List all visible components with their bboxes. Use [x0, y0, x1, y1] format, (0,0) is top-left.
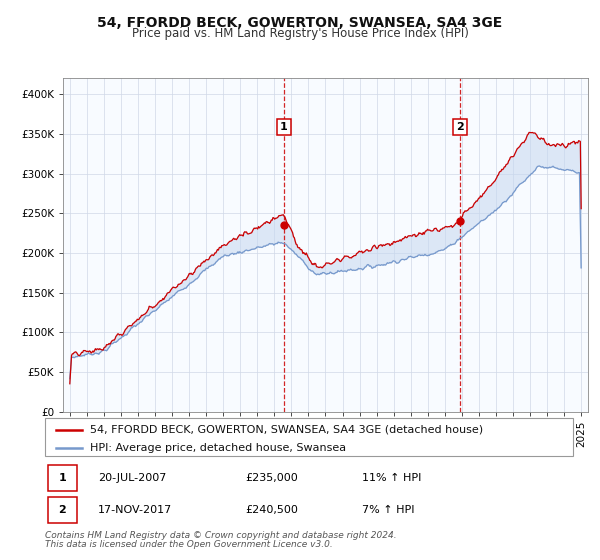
Text: 2: 2 — [456, 122, 464, 132]
Text: 54, FFORDD BECK, GOWERTON, SWANSEA, SA4 3GE (detached house): 54, FFORDD BECK, GOWERTON, SWANSEA, SA4 … — [90, 424, 483, 435]
Text: 11% ↑ HPI: 11% ↑ HPI — [362, 473, 421, 483]
Text: HPI: Average price, detached house, Swansea: HPI: Average price, detached house, Swan… — [90, 443, 346, 453]
Text: 1: 1 — [280, 122, 287, 132]
Bar — [47, 497, 77, 523]
Text: This data is licensed under the Open Government Licence v3.0.: This data is licensed under the Open Gov… — [45, 540, 333, 549]
Text: 2: 2 — [58, 505, 66, 515]
Text: 20-JUL-2007: 20-JUL-2007 — [98, 473, 166, 483]
Text: £235,000: £235,000 — [245, 473, 298, 483]
Text: 1: 1 — [58, 473, 66, 483]
Bar — [47, 465, 77, 491]
Text: Price paid vs. HM Land Registry's House Price Index (HPI): Price paid vs. HM Land Registry's House … — [131, 27, 469, 40]
Text: £240,500: £240,500 — [245, 505, 299, 515]
Text: 17-NOV-2017: 17-NOV-2017 — [98, 505, 172, 515]
Text: Contains HM Land Registry data © Crown copyright and database right 2024.: Contains HM Land Registry data © Crown c… — [45, 531, 397, 540]
Text: 54, FFORDD BECK, GOWERTON, SWANSEA, SA4 3GE: 54, FFORDD BECK, GOWERTON, SWANSEA, SA4 … — [97, 16, 503, 30]
Text: 7% ↑ HPI: 7% ↑ HPI — [362, 505, 415, 515]
